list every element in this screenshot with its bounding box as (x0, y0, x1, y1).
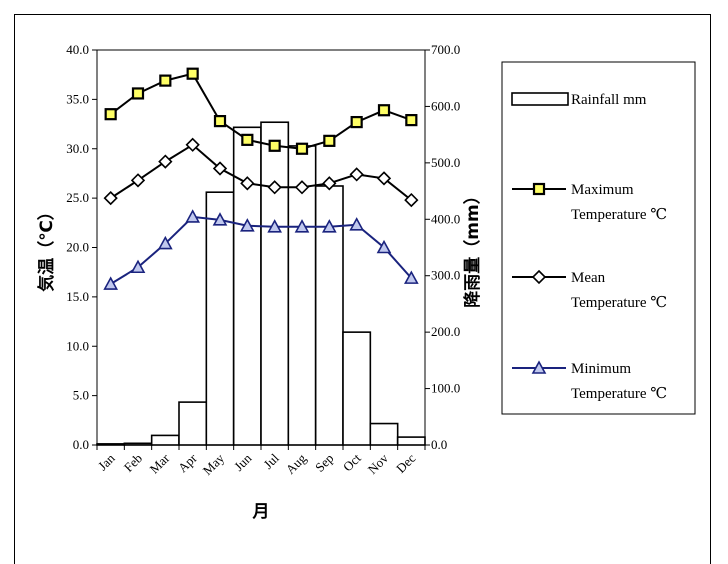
legend-mean-marker (531, 269, 547, 285)
right-axis-title: 降雨量（mm） (462, 187, 483, 307)
x-tick-label-jan: Jan (95, 450, 118, 473)
x-tick-label-jun: Jun (231, 450, 255, 474)
right-tick-label: 700.0 (431, 42, 460, 57)
mean-temperature-point-mar (158, 154, 173, 169)
legend-minimum-marker (531, 360, 547, 374)
x-axis-title: 月 (252, 502, 270, 522)
left-tick-label: 5.0 (73, 388, 89, 403)
rainfall-bar-jun (232, 126, 262, 446)
left-axis-title: 気温（℃） (36, 203, 57, 293)
minimum-temperature-point-jan (103, 276, 119, 290)
x-tick-label-dec: Dec (393, 450, 419, 476)
x-tick-label-oct: Oct (340, 450, 364, 474)
maximum-temperature-point-mar (159, 74, 172, 87)
legend-maximum-label: Temperature ℃ (571, 207, 667, 223)
right-axis: 0.0 100.0 200.0 300.0 400.0 500.0 600.0 700.0 (425, 42, 460, 452)
x-tick-label-aug: Aug (283, 450, 310, 477)
legend-minimum-label: Temperature ℃ (571, 386, 667, 402)
minimum-temperature-point-mar (157, 235, 173, 250)
maximum-temperature-point-sep (323, 134, 336, 147)
minimum-temperature-point-may (212, 212, 228, 226)
maximum-temperature-point-aug (295, 142, 309, 155)
mean-temperature-point-oct (349, 167, 364, 182)
rainfall-bar-aug (287, 145, 317, 446)
minimum-temperature-point-jul (267, 219, 283, 233)
right-tick-label: 300.0 (431, 268, 460, 283)
minimum-temperature-point-dec (403, 270, 419, 284)
x-axis: Jan Feb Mar Apr May Jun Jul Aug Sep Oct Nov Dec (95, 445, 426, 478)
right-tick-label: 0.0 (431, 437, 447, 452)
left-tick-label: 25.0 (66, 190, 89, 205)
minimum-temperature-point-sep (321, 219, 337, 233)
maximum-temperature-point-dec (405, 114, 418, 127)
legend: Rainfall mm Maximum Temperature ℃ Mean Tempe… (501, 61, 696, 415)
temperature-lines (103, 67, 419, 290)
x-tick-label-jul: Jul (260, 450, 282, 472)
legend-maximum-marker (532, 182, 546, 196)
mean-temperature-point-sep (322, 176, 337, 191)
rainfall-bars (96, 121, 426, 446)
legend-mean-label: Temperature ℃ (571, 295, 667, 311)
x-tick-label-apr: Apr (175, 450, 200, 475)
x-tick-label-nov: Nov (365, 450, 392, 477)
minimum-temperature-point-apr (185, 209, 201, 223)
maximum-temperature-point-jun (241, 133, 254, 146)
minimum-temperature-point-feb (130, 259, 146, 274)
mean-temperature-point-nov (376, 171, 392, 186)
rainfall-bar-mar (150, 434, 180, 446)
right-tick-label: 100.0 (431, 381, 460, 396)
legend-maximum-label: Maximum (571, 182, 634, 198)
maximum-temperature-point-may (213, 114, 227, 128)
mean-temperature-point-feb (130, 173, 146, 188)
maximum-temperature-point-jul (268, 139, 281, 152)
mean-temperature-point-aug (294, 180, 310, 195)
x-tick-label-sep: Sep (312, 451, 336, 475)
minimum-temperature-point-oct (349, 217, 365, 231)
left-tick-label: 40.0 (66, 42, 89, 57)
left-tick-label: 20.0 (66, 240, 89, 255)
rainfall-bar-oct (342, 331, 372, 446)
right-tick-label: 600.0 (431, 98, 460, 113)
rainfall-bar-dec (396, 436, 426, 446)
x-tick-label-mar: Mar (147, 450, 173, 476)
rainfall-bar-may (205, 191, 235, 446)
mean-temperature-point-dec (404, 192, 419, 208)
maximum-temperature-point-jan (104, 108, 117, 121)
left-tick-label: 15.0 (66, 289, 89, 304)
left-tick-label: 35.0 (66, 91, 89, 106)
right-tick-label: 500.0 (431, 155, 460, 170)
legend-rainfall-label: Rainfall mm (571, 92, 647, 108)
legend-rainfall-swatch (511, 92, 569, 106)
left-tick-label: 30.0 (66, 141, 89, 156)
x-tick-label-feb: Feb (121, 451, 145, 475)
rainfall-bar-apr (178, 401, 208, 446)
maximum-temperature-point-oct (350, 115, 363, 129)
minimum-temperature-point-nov (376, 239, 392, 254)
chart-frame (14, 14, 711, 564)
mean-temperature-point-may (212, 161, 228, 176)
minimum-temperature-point-aug (294, 219, 310, 233)
rainfall-bar-jul (260, 121, 290, 446)
left-tick-label: 0.0 (73, 437, 89, 452)
mean-temperature-point-jan (103, 190, 118, 206)
maximum-temperature-point-nov (377, 104, 391, 117)
mean-temperature-point-apr (185, 137, 200, 152)
mean-temperature-point-jun (240, 176, 255, 191)
legend-box (501, 61, 696, 415)
legend-mean-label: Mean (571, 270, 606, 286)
left-tick-label: 10.0 (66, 338, 89, 353)
left-axis: 0.0 5.0 10.0 15.0 20.0 25.0 30.0 35.0 40.0 (66, 42, 97, 452)
rainfall-bar-nov (369, 422, 399, 446)
x-tick-label-may: May (200, 450, 228, 478)
legend-minimum-label: Minimum (571, 361, 631, 377)
right-tick-label: 200.0 (431, 324, 460, 339)
mean-temperature-point-jul (267, 180, 282, 195)
maximum-temperature-point-feb (131, 87, 145, 100)
maximum-temperature-point-apr (186, 67, 199, 80)
minimum-temperature-point-jun (239, 218, 255, 232)
right-tick-label: 400.0 (431, 211, 460, 226)
